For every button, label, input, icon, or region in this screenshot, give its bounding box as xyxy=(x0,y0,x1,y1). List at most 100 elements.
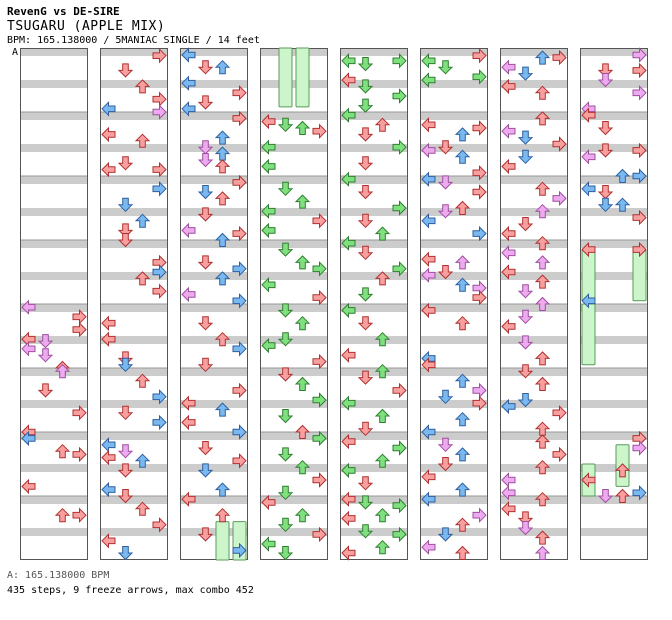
beat-stripe xyxy=(260,112,328,120)
beat-stripe xyxy=(100,464,168,472)
left-arrow-icon xyxy=(181,414,196,431)
right-arrow-icon xyxy=(632,47,647,63)
beat-stripe xyxy=(420,464,488,472)
left-arrow-icon xyxy=(421,539,436,555)
right-arrow-icon xyxy=(232,261,247,277)
beat-stripe xyxy=(340,208,408,216)
up-arrow-icon xyxy=(534,50,551,65)
left-arrow-icon xyxy=(501,78,516,95)
beat-stripe xyxy=(260,144,328,152)
down-arrow-icon xyxy=(277,367,294,382)
down-arrow-icon xyxy=(277,485,294,501)
left-arrow-icon xyxy=(261,203,276,219)
beat-stripe xyxy=(420,208,488,216)
beat-stripe xyxy=(260,368,328,376)
down-arrow-icon xyxy=(277,546,294,561)
beat-stripe xyxy=(100,272,168,280)
beat-stripe xyxy=(260,208,328,216)
left-arrow-icon xyxy=(261,113,276,130)
up-arrow-icon xyxy=(534,235,551,251)
up-arrow-icon xyxy=(134,213,151,228)
up-arrow-icon xyxy=(294,315,311,331)
left-arrow-icon xyxy=(341,462,356,479)
up-arrow-icon xyxy=(294,424,311,439)
left-arrow-icon xyxy=(501,245,516,261)
up-arrow-icon xyxy=(374,408,391,423)
up-arrow-icon xyxy=(54,507,71,523)
beat-stripe xyxy=(20,240,88,248)
right-arrow-icon xyxy=(552,446,567,463)
right-arrow-icon xyxy=(392,382,407,399)
up-arrow-icon xyxy=(534,491,551,507)
beat-stripe xyxy=(20,304,88,312)
bpm-marker-label: A xyxy=(12,47,19,58)
beat-stripe xyxy=(20,208,88,216)
beat-stripe xyxy=(420,528,488,536)
beat-stripe xyxy=(340,368,408,376)
beat-stripe xyxy=(180,240,248,248)
left-arrow-icon xyxy=(341,107,356,123)
down-arrow-icon xyxy=(517,309,534,325)
beat-stripe xyxy=(340,272,408,280)
up-arrow-icon xyxy=(534,203,551,219)
down-arrow-icon xyxy=(597,197,614,213)
column-frame xyxy=(100,48,168,560)
down-arrow-icon xyxy=(197,357,214,373)
beat-stripe xyxy=(180,528,248,536)
up-arrow-icon xyxy=(214,159,231,174)
beat-stripe xyxy=(20,272,88,280)
up-arrow-icon xyxy=(454,315,471,331)
beat-stripe xyxy=(260,432,328,440)
beat-stripe xyxy=(580,176,648,184)
left-arrow-icon xyxy=(101,126,116,143)
right-arrow-icon xyxy=(632,62,647,79)
down-arrow-icon xyxy=(197,207,214,222)
beat-stripe xyxy=(100,208,168,216)
left-arrow-icon xyxy=(501,225,516,242)
beat-stripe xyxy=(500,176,568,184)
down-arrow-icon xyxy=(357,316,374,331)
right-arrow-icon xyxy=(392,497,407,514)
left-arrow-icon xyxy=(421,72,436,88)
right-arrow-icon xyxy=(472,165,487,181)
left-arrow-icon xyxy=(181,286,196,303)
right-arrow-icon xyxy=(232,225,247,242)
up-arrow-icon xyxy=(614,197,631,212)
right-arrow-icon xyxy=(72,507,87,523)
down-arrow-icon xyxy=(437,527,454,542)
freeze-arrow xyxy=(278,47,293,108)
left-arrow-icon xyxy=(261,277,276,293)
down-arrow-icon xyxy=(197,185,214,200)
down-arrow-icon xyxy=(357,287,374,302)
up-arrow-icon xyxy=(294,120,311,135)
beat-stripe xyxy=(100,528,168,536)
down-arrow-icon xyxy=(357,57,374,72)
left-arrow-icon xyxy=(181,395,196,411)
column-frame xyxy=(500,48,568,560)
beat-stripe xyxy=(100,496,168,504)
beat-stripe xyxy=(180,176,248,184)
down-arrow-icon xyxy=(437,204,454,219)
beat-stripe xyxy=(340,240,408,248)
down-arrow-icon xyxy=(37,383,54,398)
beat-stripe xyxy=(180,144,248,152)
chart-meta: BPM: 165.138000 / 5MANIAC SINGLE / 14 fe… xyxy=(7,35,260,46)
up-arrow-icon xyxy=(374,226,391,241)
up-arrow-icon xyxy=(374,331,391,347)
down-arrow-icon xyxy=(37,334,54,349)
beat-stripe xyxy=(20,400,88,408)
beat-stripe xyxy=(180,496,248,504)
beat-stripe xyxy=(180,464,248,472)
left-arrow-icon xyxy=(21,299,36,315)
right-arrow-icon xyxy=(552,136,567,152)
beat-stripe xyxy=(20,368,88,376)
beat-stripe xyxy=(420,272,488,280)
beat-stripe xyxy=(100,176,168,184)
left-arrow-icon xyxy=(421,469,436,485)
beat-stripe xyxy=(500,240,568,248)
left-arrow-icon xyxy=(581,149,596,165)
right-arrow-icon xyxy=(232,110,247,127)
beat-stripe xyxy=(340,496,408,504)
left-arrow-icon xyxy=(341,53,356,69)
left-arrow-icon xyxy=(501,501,516,517)
